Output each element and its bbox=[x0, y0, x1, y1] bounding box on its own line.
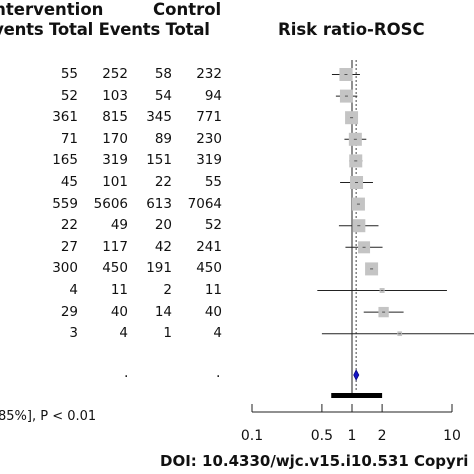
table-cell-it: 815 bbox=[102, 109, 128, 126]
table-cell-ct: 232 bbox=[196, 66, 222, 82]
table-cell-ie: 165 bbox=[52, 152, 78, 169]
table-cell-ct: 55 bbox=[204, 174, 222, 190]
summary-dot-intervention: . bbox=[124, 365, 129, 381]
table-cell-ie: 300 bbox=[52, 260, 78, 277]
table-cell-ce: 42 bbox=[154, 238, 172, 255]
prediction-interval-bar bbox=[331, 393, 383, 398]
table-cell-ce: 89 bbox=[154, 130, 172, 147]
table-cell-ie: 4 bbox=[69, 282, 78, 298]
table-cell-it: 117 bbox=[102, 238, 128, 255]
table-cell-ie: 52 bbox=[60, 87, 78, 104]
table-cell-ct: 230 bbox=[196, 130, 222, 147]
table-cell-ce: 14 bbox=[154, 303, 172, 320]
table-cell-it: 170 bbox=[102, 130, 128, 147]
table-cell-it: 4 bbox=[119, 325, 128, 342]
table-cell-ce: 22 bbox=[154, 174, 172, 190]
table-cell-ie: 29 bbox=[60, 303, 78, 320]
table-cell-it: 252 bbox=[102, 66, 128, 82]
x-tick-label: 10 bbox=[443, 428, 461, 444]
table-cell-ce: 54 bbox=[154, 87, 172, 104]
table-cell-ie: 27 bbox=[60, 238, 78, 255]
table-cell-ie: 71 bbox=[60, 130, 78, 147]
table-cell-it: 450 bbox=[102, 260, 128, 277]
table-cell-it: 11 bbox=[110, 282, 128, 298]
table-cell-ct: 40 bbox=[204, 303, 222, 320]
table-cell-it: 319 bbox=[102, 152, 128, 169]
table-cell-ct: 11 bbox=[204, 282, 222, 298]
table-cell-ct: 7064 bbox=[187, 195, 222, 212]
table-cell-ie: 22 bbox=[60, 217, 78, 234]
table-cell-ce: 345 bbox=[146, 109, 172, 126]
table-cell-ce: 1 bbox=[163, 325, 172, 342]
pooled-diamond bbox=[353, 369, 360, 381]
table-cell-ct: 319 bbox=[196, 152, 222, 169]
x-tick-label: 1 bbox=[347, 428, 357, 444]
table-cell-ie: 361 bbox=[52, 109, 78, 126]
table-cell-ce: 58 bbox=[154, 66, 172, 82]
table-cell-it: 103 bbox=[102, 87, 128, 104]
table-cell-ct: 4 bbox=[213, 325, 222, 342]
table-cell-it: 101 bbox=[102, 174, 128, 190]
table-cell-ce: 20 bbox=[154, 217, 172, 234]
table-cell-it: 5606 bbox=[93, 195, 128, 212]
table-cell-ie: 55 bbox=[60, 66, 78, 82]
table-cell-ce: 151 bbox=[146, 152, 172, 169]
summary-dot-control: . bbox=[216, 365, 221, 381]
table-cell-ct: 52 bbox=[204, 217, 222, 234]
plot-title: Risk ratio-ROSC bbox=[278, 20, 425, 39]
control-header: Control bbox=[153, 0, 222, 19]
table-cell-it: 49 bbox=[110, 217, 128, 234]
table-cell-ce: 613 bbox=[146, 195, 172, 212]
table-cell-ce: 2 bbox=[163, 282, 172, 298]
x-tick-label: 2 bbox=[377, 428, 387, 444]
table-cell-ct: 450 bbox=[196, 260, 222, 277]
table-cell-ct: 771 bbox=[196, 109, 222, 126]
column-subheaders: Events Total Events Total bbox=[0, 20, 210, 39]
x-tick-label: 0.5 bbox=[310, 428, 334, 444]
doi-text: DOI: 10.4330/wjc.v15.i10.531 Copyri bbox=[160, 452, 469, 470]
intervention-header: Intervention bbox=[0, 0, 104, 19]
table-cell-ie: 3 bbox=[69, 325, 78, 342]
table-cell-ct: 94 bbox=[204, 87, 222, 104]
table-cell-ce: 191 bbox=[146, 260, 172, 277]
table-cell-ie: 45 bbox=[60, 174, 78, 190]
x-tick-label: 0.1 bbox=[240, 428, 264, 444]
table-cell-ie: 559 bbox=[52, 195, 78, 212]
heterogeneity-text: 85%], P < 0.01 bbox=[0, 409, 97, 424]
table-cell-it: 40 bbox=[110, 303, 128, 320]
table-cell-ct: 241 bbox=[196, 238, 222, 255]
